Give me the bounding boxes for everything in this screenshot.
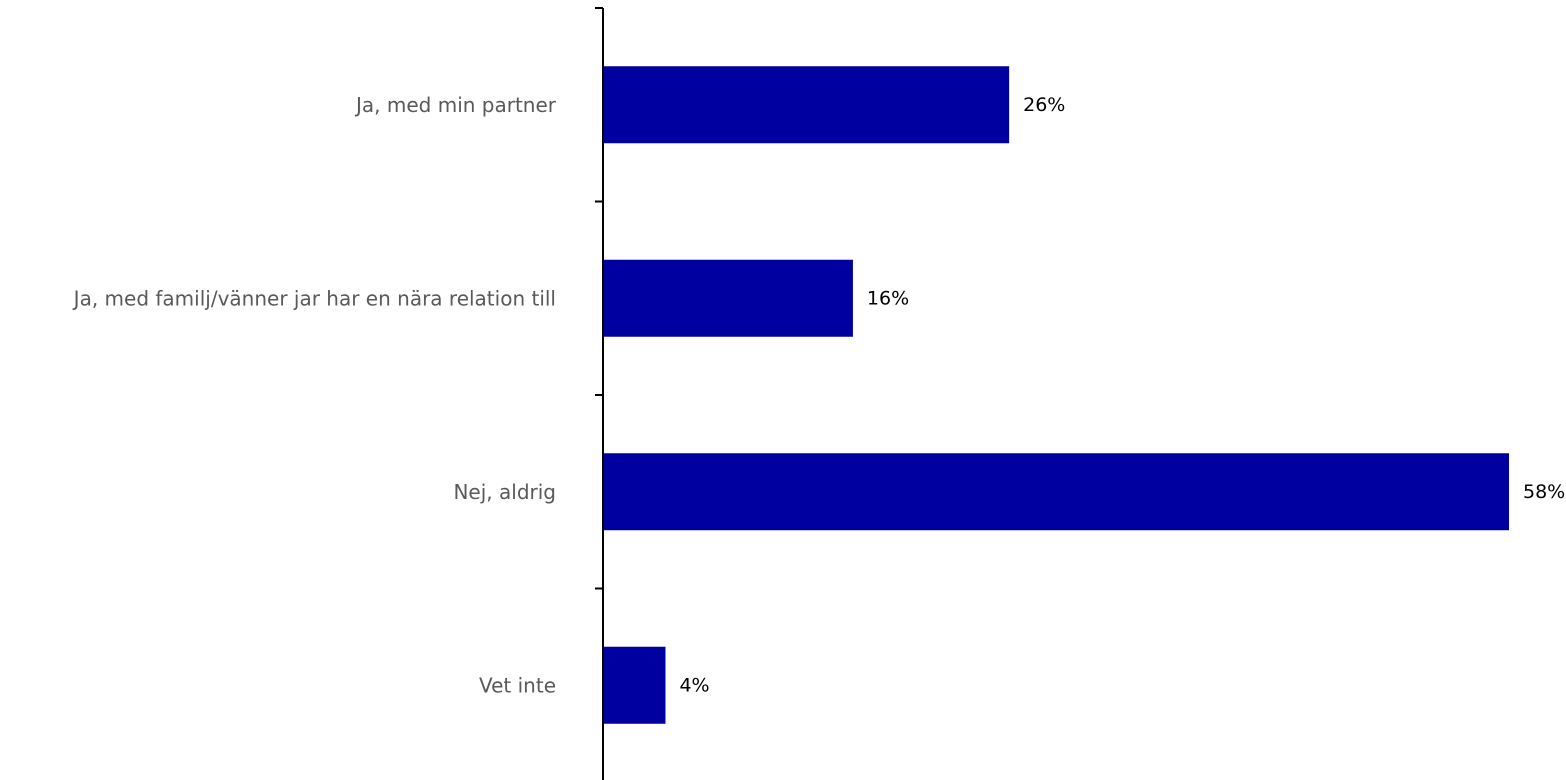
category-label: Vet inte — [479, 673, 556, 697]
category-label: Nej, aldrig — [453, 480, 556, 504]
value-label: 58% — [1523, 481, 1565, 503]
value-label: 26% — [1023, 94, 1065, 116]
value-label: 16% — [867, 287, 909, 309]
bar-2 — [604, 259, 853, 337]
bar-4 — [604, 646, 666, 724]
labels-layer: Ja, med min partner 26% Ja, med familj/vän… — [72, 93, 1566, 698]
value-label: 4% — [679, 674, 709, 696]
category-label: Ja, med familj/vänner jar har en nära re… — [72, 286, 556, 310]
bars-layer — [604, 66, 1509, 724]
category-axis — [595, 7, 604, 780]
bar-1 — [604, 66, 1010, 144]
category-label: Ja, med min partner — [354, 93, 557, 117]
bar-3 — [604, 453, 1509, 531]
